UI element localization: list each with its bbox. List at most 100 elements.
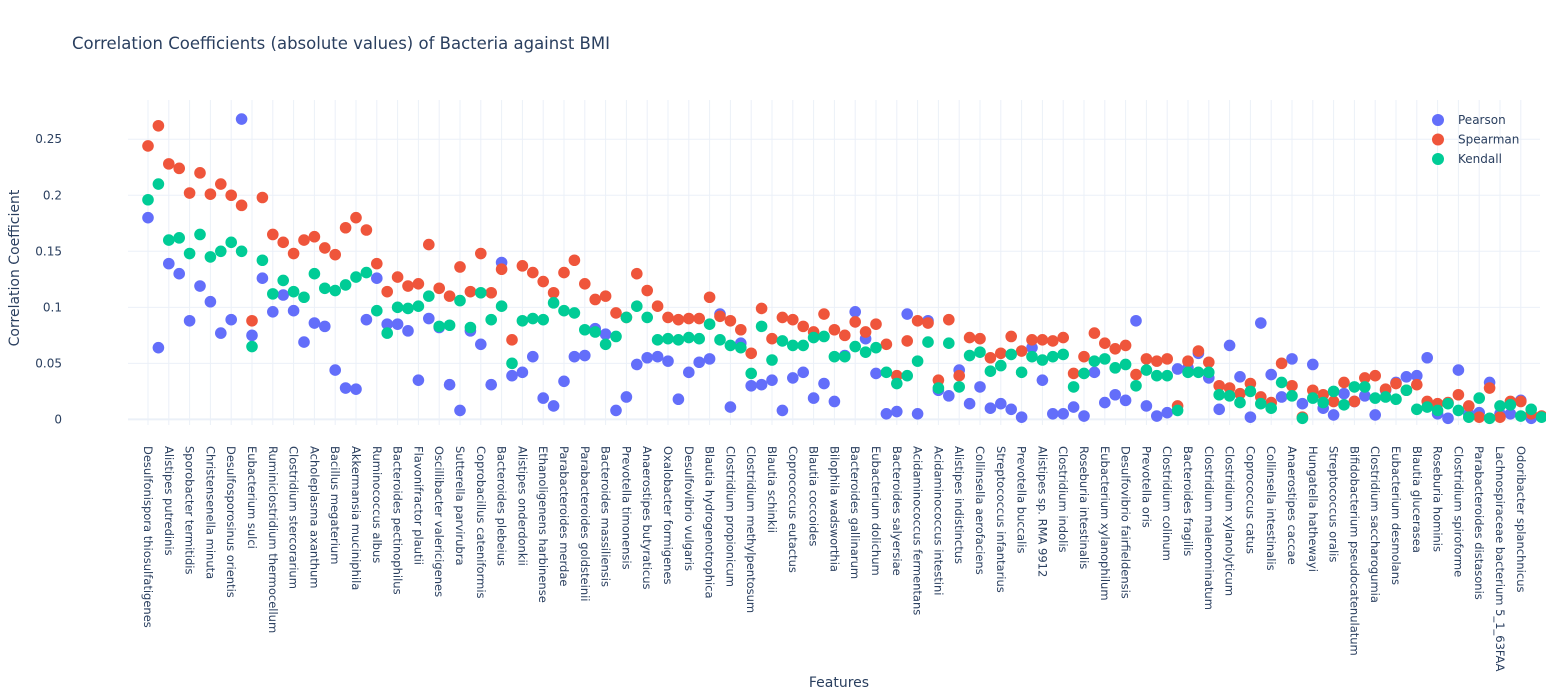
x-tick-label: Bacteroides gallinarum	[848, 446, 862, 579]
x-tick-label: Flavonifractor plautii	[411, 446, 425, 565]
x-tick-label: Bilophila wadsworthia	[827, 446, 841, 572]
data-point-kendall	[402, 302, 414, 315]
data-point-spearman	[995, 347, 1007, 360]
x-tick-label: Ethanoligenens harbinense	[536, 446, 550, 603]
data-point-kendall	[547, 297, 560, 309]
y-tick-label: 0.05	[35, 356, 62, 370]
data-point-kendall	[631, 300, 643, 313]
x-tick-label: Eubacterium xylanophilum	[1098, 446, 1112, 601]
data-point-kendall	[1036, 354, 1049, 366]
data-point-kendall	[1005, 348, 1017, 361]
x-tick-label: Coprococcus eutactus	[786, 446, 800, 573]
data-point-spearman	[173, 162, 185, 175]
x-tick-label: Desulfovibrio fairfieldensis	[1119, 446, 1133, 599]
data-point-pearson	[963, 397, 976, 410]
data-point-pearson	[152, 341, 165, 354]
data-point-kendall	[1067, 381, 1080, 393]
x-tick-label: Parabacteroides merdae	[557, 446, 571, 586]
data-point-kendall	[371, 304, 383, 317]
data-point-pearson	[620, 391, 633, 403]
data-point-spearman	[631, 267, 643, 280]
data-point-pearson	[1119, 394, 1132, 407]
data-point-spearman	[703, 291, 716, 304]
data-point-kendall	[735, 341, 747, 354]
data-point-kendall	[703, 318, 716, 330]
data-point-spearman	[1213, 379, 1225, 392]
data-point-spearman	[911, 314, 924, 327]
series-kendall	[142, 178, 1546, 425]
x-tick-label: Prevotella oris	[1139, 446, 1153, 528]
x-tick-label: Desulfovibrio vulgaris	[682, 446, 696, 571]
data-point-kendall	[1442, 397, 1454, 410]
data-point-kendall	[1203, 366, 1215, 379]
data-point-spearman	[454, 261, 466, 273]
data-point-spearman	[298, 234, 310, 246]
data-point-kendall	[1223, 390, 1236, 402]
data-point-pearson	[350, 383, 362, 395]
data-point-spearman	[1026, 334, 1038, 346]
data-point-pearson	[1036, 374, 1049, 386]
data-point-pearson	[1359, 390, 1371, 402]
data-point-kendall	[277, 274, 290, 287]
data-point-pearson	[235, 113, 248, 125]
data-point-kendall	[1421, 401, 1433, 413]
data-point-kendall	[870, 341, 882, 354]
x-tick-label: Parabacteroides distasonis	[1472, 446, 1486, 600]
data-point-pearson	[870, 367, 882, 380]
x-tick-label: Odoribacter splanchnicus	[1514, 446, 1528, 592]
data-point-kendall	[194, 228, 206, 241]
x-tick-label: Clostridium indolis	[1056, 446, 1070, 553]
data-point-pearson	[703, 353, 716, 365]
legend-item-spearman[interactable]: Spearman	[1432, 133, 1519, 147]
x-tick-label: Clostridium saccharogumia	[1368, 446, 1382, 603]
data-point-spearman	[215, 178, 227, 190]
data-point-pearson	[1296, 397, 1309, 410]
data-point-kendall	[1161, 369, 1173, 382]
data-point-kendall	[1182, 366, 1194, 379]
data-point-kendall	[1379, 391, 1392, 403]
data-point-spearman	[579, 277, 591, 290]
data-point-pearson	[1213, 403, 1225, 416]
y-axis-title: Correlation Coefficient	[7, 189, 23, 346]
legend[interactable]: Pearson Spearman Kendall	[1432, 113, 1519, 166]
data-point-spearman	[360, 224, 373, 236]
data-point-kendall	[953, 381, 965, 393]
x-tick-label: Eubacterium desmolans	[1389, 446, 1403, 585]
data-point-kendall	[506, 357, 518, 370]
series-spearman	[142, 119, 1546, 423]
data-point-pearson	[1005, 403, 1017, 416]
legend-item-pearson[interactable]: Pearson	[1432, 113, 1506, 127]
x-tick-label: Akkermansia muciniphila	[349, 446, 363, 590]
data-point-pearson	[891, 405, 903, 418]
data-point-kendall	[1015, 366, 1028, 379]
data-point-kendall	[745, 367, 757, 380]
data-point-pearson	[1504, 407, 1517, 420]
data-point-kendall	[163, 234, 175, 246]
data-point-kendall	[558, 304, 570, 317]
x-tick-label: Clostridium xylanolyticum	[1223, 446, 1237, 596]
data-point-spearman	[287, 247, 300, 260]
data-point-pearson	[1275, 391, 1288, 403]
data-point-pearson	[1099, 396, 1111, 409]
data-point-pearson	[319, 320, 331, 333]
data-point-pearson	[1369, 409, 1381, 421]
legend-item-kendall[interactable]: Kendall	[1432, 152, 1502, 166]
data-point-kendall	[714, 334, 726, 346]
data-point-pearson	[1244, 411, 1257, 423]
data-point-spearman	[1109, 342, 1121, 355]
data-point-kendall	[963, 349, 976, 362]
data-point-pearson	[651, 350, 664, 363]
x-axis-ticks: Desulfonispora thiosulfatigenes Alistipes…	[141, 446, 1528, 672]
data-point-spearman	[1338, 376, 1350, 389]
data-point-kendall	[1473, 392, 1485, 404]
y-tick-label: 0.15	[35, 244, 62, 258]
data-point-kendall	[1327, 385, 1340, 398]
data-point-pearson	[1057, 407, 1069, 420]
data-point-spearman	[1494, 411, 1506, 423]
data-point-kendall	[537, 313, 549, 326]
data-point-spearman	[1161, 353, 1173, 365]
data-point-spearman	[391, 271, 404, 283]
data-point-spearman	[1015, 345, 1028, 357]
data-point-pearson	[880, 407, 893, 420]
chart-title: Correlation Coefficients (absolute value…	[72, 34, 610, 53]
